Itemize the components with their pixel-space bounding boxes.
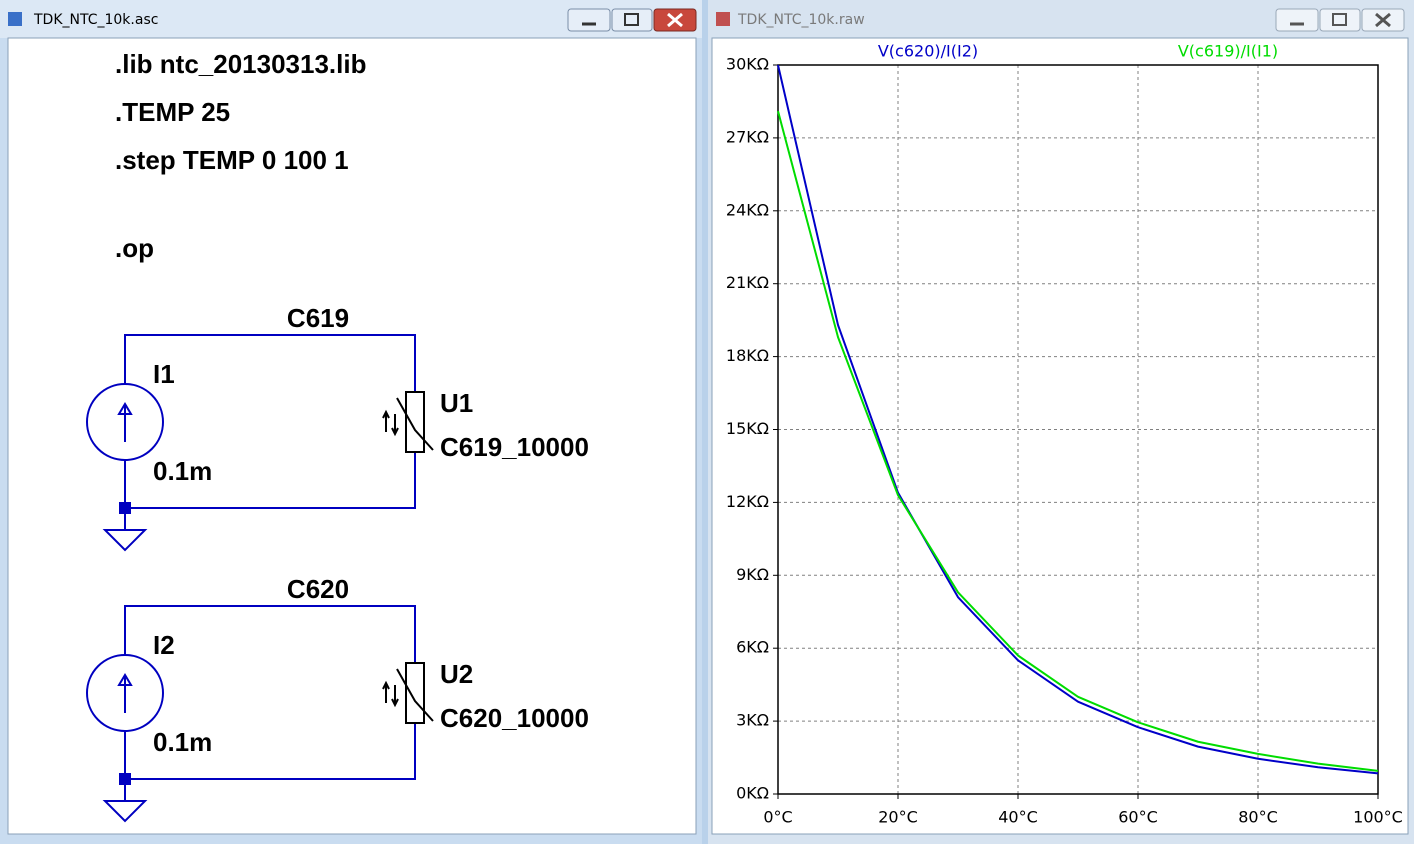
maximize-icon	[624, 13, 639, 26]
source-arrow	[117, 402, 133, 442]
y-tick-label: 3KΩ	[736, 711, 769, 730]
thermistor-arrows	[382, 409, 399, 437]
x-tick-label: 60°C	[1118, 808, 1158, 827]
y-tick-label: 24KΩ	[726, 200, 769, 219]
maximize-button[interactable]	[1319, 8, 1361, 32]
thermistor	[405, 662, 425, 724]
net-label: C620	[287, 574, 349, 604]
schematic-canvas[interactable]	[7, 37, 697, 835]
y-tick-label: 27KΩ	[726, 127, 769, 146]
x-tick-label: 40°C	[998, 808, 1038, 827]
directive: .lib ntc_20130313.lib	[115, 49, 366, 79]
source-arrow	[117, 673, 133, 713]
ground-node	[119, 502, 131, 514]
y-tick-label: 15KΩ	[726, 419, 769, 438]
y-tick-label: 30KΩ	[726, 55, 769, 74]
current-source	[86, 383, 164, 461]
x-tick-label: 80°C	[1238, 808, 1278, 827]
x-tick-label: 0°C	[763, 808, 792, 827]
series-line	[777, 110, 1379, 772]
y-tick-label: 0KΩ	[736, 784, 769, 803]
thermistor	[405, 391, 425, 453]
maximize-icon	[1332, 13, 1347, 26]
window-title: TDK_NTC_10k.asc	[33, 12, 158, 28]
y-tick-label: 9KΩ	[736, 565, 769, 584]
wire	[124, 334, 416, 530]
y-tick-label: 6KΩ	[736, 638, 769, 657]
legend-entry: V(c620)/I(I2)	[878, 42, 978, 61]
wire	[124, 605, 416, 801]
component-value: 0.1m	[153, 456, 212, 486]
directive: .step TEMP 0 100 1	[115, 145, 349, 175]
ground	[102, 800, 148, 823]
thermistor-arrows	[382, 680, 399, 708]
circuit-1: C619 I1 0.1m U1 C619_10000	[86, 303, 589, 552]
ground-node	[119, 773, 131, 785]
window-title: TDK_NTC_10k.raw	[737, 12, 865, 28]
component-value: 0.1m	[153, 727, 212, 757]
maximize-button[interactable]	[611, 8, 653, 32]
plot: 0KΩ 3KΩ 6KΩ 9KΩ 12KΩ 15KΩ 18KΩ 21KΩ 24KΩ 27KΩ 30KΩ…	[726, 42, 1403, 827]
directive: .TEMP 25	[115, 97, 230, 127]
y-tick-label: 21KΩ	[726, 273, 769, 292]
minimize-button[interactable]	[567, 8, 611, 32]
x-tick-label: 20°C	[878, 808, 918, 827]
component-name: U1	[440, 388, 473, 418]
y-tick-label: 12KΩ	[726, 492, 769, 511]
app-icon	[716, 12, 730, 26]
y-tick-label: 18KΩ	[726, 346, 769, 365]
minimize-button[interactable]	[1275, 8, 1319, 32]
thermistor-slash	[396, 397, 434, 451]
close-icon	[1375, 12, 1391, 28]
legend-entry: V(c619)/I(I1)	[1178, 42, 1278, 61]
component-value: C619_10000	[440, 432, 589, 462]
component-name: I2	[153, 630, 175, 660]
component-value: C620_10000	[440, 703, 589, 733]
ground	[102, 529, 148, 552]
thermistor-slash	[396, 668, 434, 722]
close-icon	[667, 12, 683, 28]
directive: .op	[115, 233, 154, 263]
plot-frame	[777, 64, 1379, 795]
component-name: U2	[440, 659, 473, 689]
app-icon	[8, 12, 22, 26]
net-label: C619	[287, 303, 349, 333]
x-tick-label: 100°C	[1353, 808, 1403, 827]
plot-canvas[interactable]	[711, 37, 1409, 835]
series-line	[777, 64, 1379, 775]
circuit-2: C620 I2 0.1m U2 C620_10000	[86, 574, 589, 823]
component-name: I1	[153, 359, 175, 389]
current-source	[86, 654, 164, 732]
